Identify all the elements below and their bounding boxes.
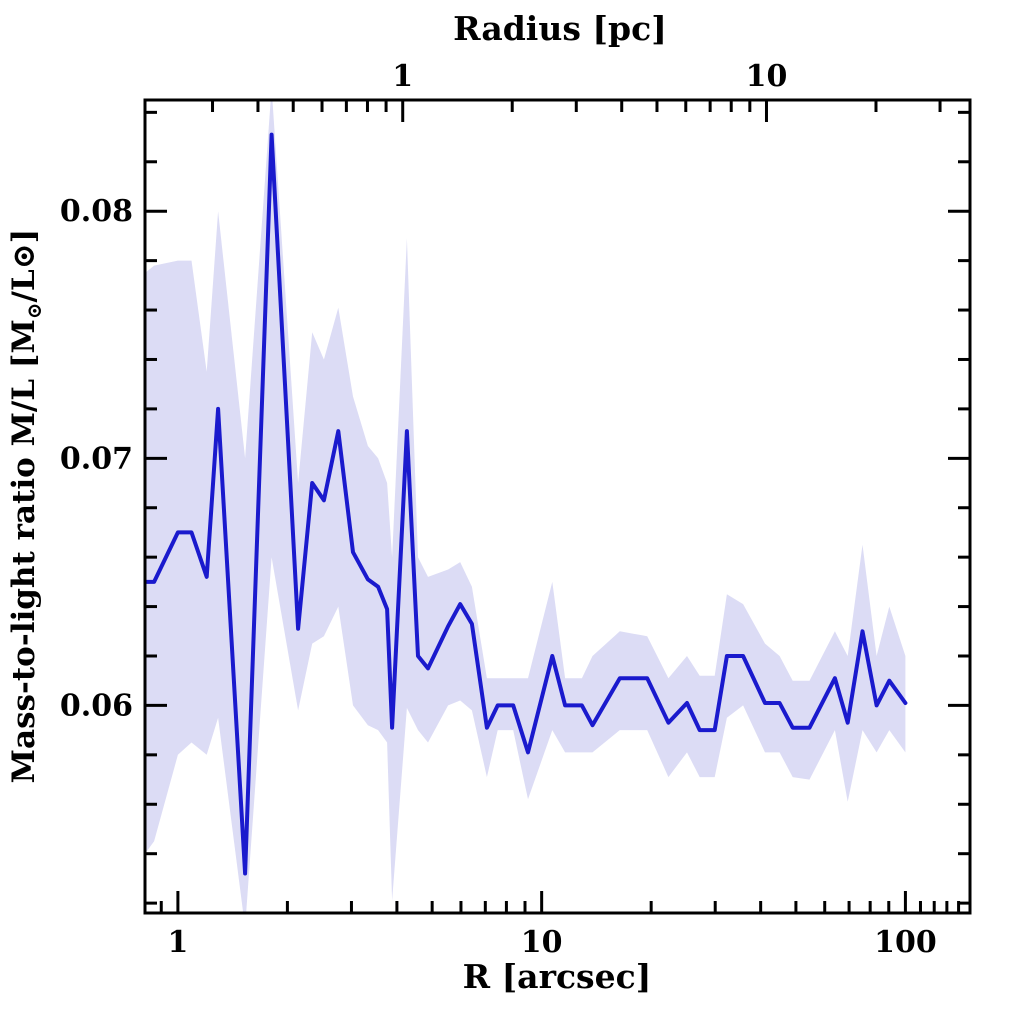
- y-axis-title-suffix: ]: [6, 229, 42, 244]
- y-axis-title: Mass-to-light ratio M/L [M⊙/L⊙]: [6, 229, 46, 784]
- top-axis-title: Radius [pc]: [453, 9, 667, 48]
- top-axis-tick-label: 10: [746, 59, 788, 94]
- top-axis-tick-label: 1: [392, 59, 413, 94]
- y-axis-tick-label: 0.08: [60, 194, 133, 229]
- y-axis-title-mid: /L: [6, 269, 42, 302]
- ml-profile-line: [145, 132, 908, 876]
- uncertainty-band: [145, 100, 906, 913]
- x-axis-tick-label: 10: [521, 925, 563, 960]
- plot-generated-content: 1 10 100 1 10 0.06 0.07 0.08: [60, 59, 972, 960]
- x-axis-tick-label: 100: [874, 925, 937, 960]
- y-axis-title-prefix: Mass-to-light ratio M/L [M: [6, 319, 42, 783]
- x-axis-tick-label: 1: [167, 925, 188, 960]
- y-axis-tick-label: 0.07: [60, 441, 133, 476]
- sun-symbol-subscript: ⊙: [22, 302, 46, 319]
- y-axis-tick-label: 0.06: [60, 688, 133, 723]
- sun-symbol: ⊙: [6, 243, 42, 269]
- bottom-axis-title: R [arcsec]: [463, 957, 652, 996]
